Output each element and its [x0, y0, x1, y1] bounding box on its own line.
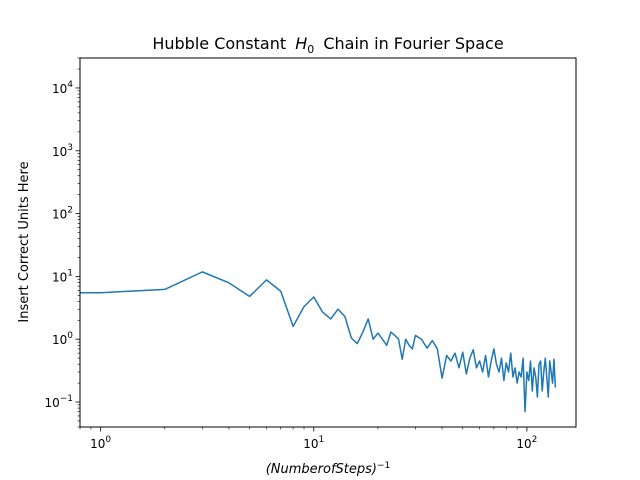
y-axis-label: Insert Correct Units Here [17, 161, 32, 322]
y-tick-label: 101 [52, 268, 73, 284]
series-line [80, 271, 557, 413]
y-tick-label: 104 [52, 80, 73, 96]
y-tick-label: 103 [52, 143, 73, 159]
axes-frame [79, 57, 577, 428]
ticks-layer: 100 101 102 10−1 100 101 102 103 104 [44, 57, 537, 451]
x-axis-label: (NumberofSteps)−1 [266, 461, 391, 477]
x-tick-label: 102 [516, 435, 537, 451]
y-tick-label: 10−1 [44, 394, 73, 410]
x-tick-label: 100 [90, 435, 111, 451]
y-tick-label: 100 [52, 331, 73, 347]
y-tick-label: 102 [52, 206, 73, 222]
x-tick-label: 101 [303, 435, 324, 451]
chart-title: Hubble Constant H0 Chain in Fourier Spac… [152, 34, 503, 57]
